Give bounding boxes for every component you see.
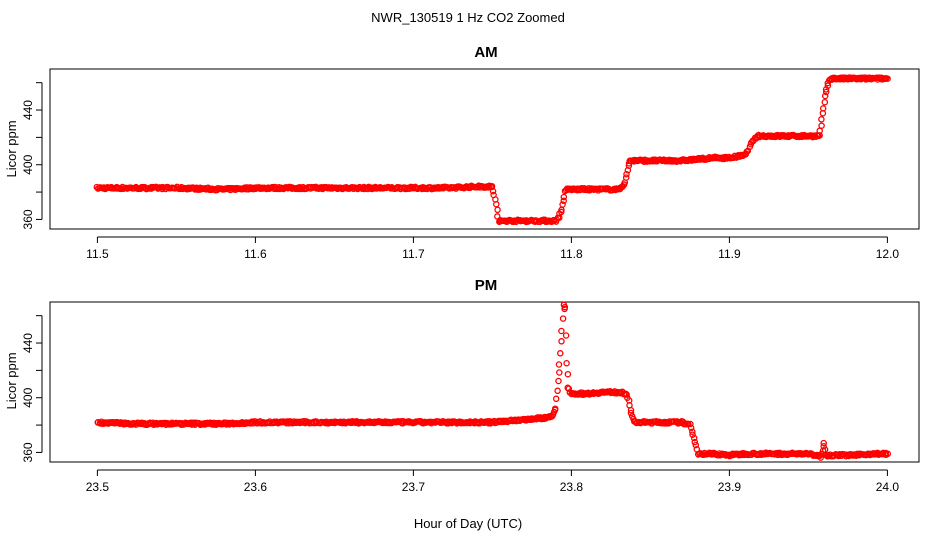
am-data-point xyxy=(818,122,825,129)
pm-data-point xyxy=(689,431,696,438)
am-x-tick-label: 11.6 xyxy=(244,247,267,261)
am-data-point xyxy=(821,92,829,100)
am-data-point xyxy=(690,155,698,163)
am-panel-title: AM xyxy=(474,44,497,61)
pm-data-point xyxy=(627,409,635,417)
am-y-tick-label: 400 xyxy=(21,154,35,174)
am-x-tick-label: 12.0 xyxy=(876,247,900,261)
am-data-points xyxy=(93,74,891,226)
pm-data-point xyxy=(558,338,565,345)
pm-data-point xyxy=(555,361,563,368)
pm-data-point xyxy=(690,434,698,442)
am-data-point xyxy=(494,206,501,214)
am-data-point xyxy=(559,201,566,208)
pm-data-point xyxy=(691,438,699,446)
am-data-point xyxy=(819,105,827,112)
pm-x-tick-label: 23.8 xyxy=(560,480,584,494)
pm-data-point xyxy=(687,420,694,428)
x-axis-label: Hour of Day (UTC) xyxy=(414,516,522,531)
pm-data-point xyxy=(563,359,570,367)
am-data-point xyxy=(570,185,578,192)
pm-y-axis-label: Licor ppm xyxy=(4,352,19,409)
pm-data-point xyxy=(557,350,564,357)
pm-data-point xyxy=(627,406,635,414)
pm-x-tick-label: 23.7 xyxy=(402,480,426,494)
pm-data-point xyxy=(565,385,573,392)
am-data-point xyxy=(821,98,829,106)
pm-x-tick-label: 24.0 xyxy=(876,480,900,494)
pm-data-point xyxy=(820,439,827,447)
pm-x-axis: 23.5 23.6 23.7 23.8 23.9 24.0 xyxy=(86,469,900,494)
pm-data-points xyxy=(94,301,892,461)
pm-x-tick-label: 23.6 xyxy=(244,480,268,494)
pm-x-tick-label: 23.9 xyxy=(718,480,742,494)
am-y-tick-label: 360 xyxy=(21,209,35,229)
pm-data-point xyxy=(561,305,568,313)
figure-title: NWR_130519 1 Hz CO2 Zoomed xyxy=(371,10,565,25)
pm-data-point xyxy=(820,443,827,450)
pm-plot-area xyxy=(49,301,920,463)
pm-y-axis: 360 400 440 xyxy=(21,315,43,462)
pm-data-point xyxy=(623,391,630,398)
am-data-point xyxy=(867,75,875,83)
am-y-axis-label: Licor ppm xyxy=(4,120,19,177)
pm-data-point xyxy=(555,377,562,385)
am-plot-area xyxy=(49,68,920,230)
am-data-point xyxy=(623,170,630,178)
pm-data-point xyxy=(559,315,567,322)
pm-data-point xyxy=(554,387,561,395)
pm-x-tick-label: 23.5 xyxy=(86,480,110,494)
am-data-point xyxy=(743,148,751,155)
pm-y-tick-label: 440 xyxy=(21,333,35,353)
pm-data-point xyxy=(556,369,563,376)
am-data-point xyxy=(556,214,563,221)
pm-data-point xyxy=(110,418,118,426)
pm-data-point xyxy=(564,370,572,378)
pm-panel: PM Licor ppm 23.5 23.6 23.7 23.8 23.9 24.0 36… xyxy=(4,277,920,494)
am-y-tick-label: 440 xyxy=(21,100,35,120)
am-data-point xyxy=(693,156,701,164)
pm-data-point xyxy=(817,454,824,461)
pm-data-point xyxy=(552,395,560,403)
pm-y-tick-label: 360 xyxy=(21,442,35,462)
pm-y-tick-label: 400 xyxy=(21,387,35,407)
am-data-point xyxy=(489,187,497,195)
am-data-point xyxy=(884,75,891,82)
pm-data-point xyxy=(551,405,559,412)
am-data-point xyxy=(818,116,825,123)
pm-data-point xyxy=(884,450,892,458)
am-data-point xyxy=(622,174,630,181)
am-x-tick-label: 11.8 xyxy=(560,247,583,261)
am-x-axis: 11.5 11.6 11.7 11.8 11.9 12.0 xyxy=(86,236,900,261)
am-data-point xyxy=(560,197,567,205)
pm-data-point xyxy=(562,332,570,339)
am-x-tick-label: 11.7 xyxy=(402,247,425,261)
am-panel: AM Licor ppm 11.5 11.6 11.7 11.8 11.9 12.0 36… xyxy=(4,44,920,261)
am-data-point xyxy=(822,88,830,96)
pm-data-point xyxy=(558,327,565,335)
pm-data-point xyxy=(687,424,695,432)
pm-panel-title: PM xyxy=(475,277,498,294)
am-x-tick-label: 11.9 xyxy=(718,247,741,261)
am-data-point xyxy=(493,200,500,208)
am-y-axis: 360 400 440 xyxy=(21,82,43,229)
pm-data-point xyxy=(689,428,696,435)
am-data-point xyxy=(488,183,496,191)
am-data-point xyxy=(560,193,568,201)
am-x-tick-label: 11.5 xyxy=(86,247,109,261)
pm-data-point xyxy=(692,441,700,449)
